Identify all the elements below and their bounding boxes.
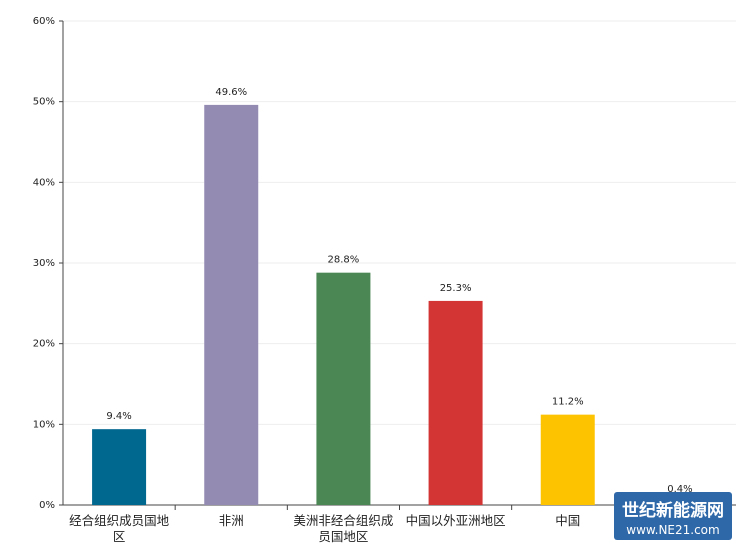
value-label: 0.4% <box>667 484 692 495</box>
watermark-title: 世纪新能源网 <box>622 501 724 521</box>
y-tick-label: 10% <box>33 419 55 430</box>
x-tick-label: 经合组织成员国地区 <box>69 513 170 544</box>
y-tick-label: 40% <box>33 177 55 188</box>
value-label: 11.2% <box>552 397 584 408</box>
bar <box>316 272 371 505</box>
watermark: 世纪新能源网 www.NE21.com <box>614 492 732 540</box>
y-tick-label: 50% <box>33 97 55 108</box>
x-tick-label: 非洲 <box>218 513 244 528</box>
y-tick-label: 30% <box>33 258 55 269</box>
y-tick-label: 0% <box>39 500 55 511</box>
y-tick-label: 60% <box>33 16 55 27</box>
bar <box>92 429 147 505</box>
value-label: 9.4% <box>106 411 131 422</box>
y-tick-label: 20% <box>33 339 55 350</box>
x-tick-label: 中国 <box>555 513 581 528</box>
bar <box>540 414 595 505</box>
bar <box>428 300 483 505</box>
bar <box>204 104 259 505</box>
watermark-url: www.NE21.com <box>626 523 720 537</box>
value-label: 49.6% <box>215 87 247 98</box>
value-label: 25.3% <box>440 283 472 294</box>
x-tick-label: 中国以外亚洲地区 <box>405 513 506 528</box>
x-tick-label: 美洲非经合组织成员国地区 <box>293 513 394 544</box>
value-label: 28.8% <box>328 255 360 266</box>
